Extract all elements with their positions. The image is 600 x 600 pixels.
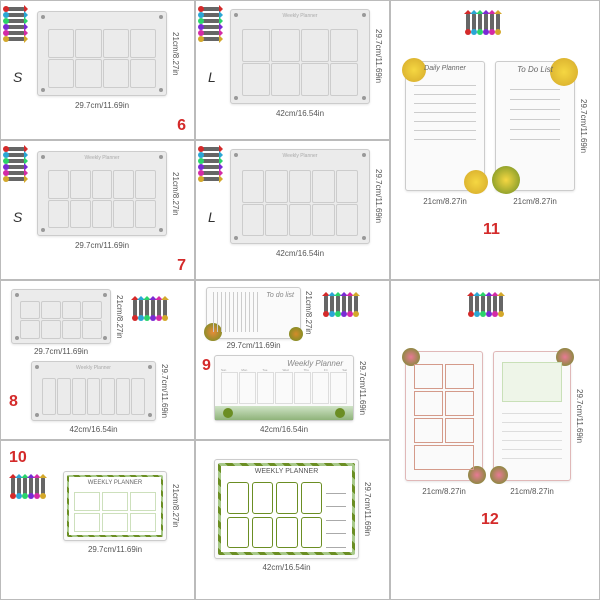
num-8: 8 — [9, 393, 18, 411]
markers-12 — [469, 295, 503, 313]
dim-10l-h: 29.7cm/11.69in — [363, 459, 372, 559]
board-10l: WEEKLY PLANNER — [214, 459, 359, 559]
dim-12-w2: 21cm/8.27in — [493, 487, 571, 496]
num-9: 9 — [202, 357, 211, 375]
board-6l-title: Weekly Planner — [231, 13, 369, 19]
dim-7l-h: 29.7cm/11.69in — [374, 149, 383, 244]
markers-6s — [7, 7, 25, 41]
dim-7s-h: 21cm/8.27in — [171, 151, 180, 236]
dim-11-w2: 21cm/8.27in — [495, 197, 575, 206]
num-11: 11 — [483, 221, 500, 239]
cell-6-s: S 29.7cm/11.69in 21cm/8.27in 6 — [0, 0, 195, 140]
cell-10-l: WEEKLY PLANNER 42cm/16.54in 29.7cm/11.69… — [195, 440, 390, 600]
dim-10l-w: 42cm/16.54in — [214, 563, 359, 572]
board-7s-title: Weekly Planner — [38, 155, 166, 161]
board-9-bot: Weekly Planner SunMonTueWedThuFriSat — [214, 355, 354, 421]
dim-10s-h: 21cm/8.27in — [171, 471, 180, 541]
dim-10s-w: 29.7cm/11.69in — [63, 545, 167, 554]
title-11-left: Daily Planner — [406, 65, 484, 72]
board-12-right — [493, 351, 571, 481]
cell-9: To do list 29.7cm/11.69in 21cm/8.27in We… — [195, 280, 390, 440]
dim-11-w1: 21cm/8.27in — [405, 197, 485, 206]
title-11-right: To Do List — [496, 65, 574, 74]
markers-9 — [324, 295, 358, 313]
dim-8s-w: 29.7cm/11.69in — [11, 347, 111, 356]
dim-6l-h: 29.7cm/11.69in — [374, 9, 383, 104]
dim-9b-w: 42cm/16.54in — [214, 425, 354, 434]
markers-11 — [466, 13, 500, 31]
cell-8: 29.7cm/11.69in 21cm/8.27in Weekly Planne… — [0, 280, 195, 440]
board-12-left — [405, 351, 483, 481]
dim-7s-w: 29.7cm/11.69in — [37, 241, 167, 250]
board-6s — [37, 11, 167, 96]
dim-8l-w: 42cm/16.54in — [31, 425, 156, 434]
title-10s: WEEKLY PLANNER — [64, 480, 166, 486]
board-8l-title: Weekly Planner — [32, 365, 155, 371]
cell-12: 21cm/8.27in 21cm/8.27in 29.7cm/11.69in 1… — [390, 280, 600, 600]
num-10: 10 — [9, 449, 27, 467]
num-12: 12 — [481, 511, 499, 529]
board-7l: Weekly Planner — [230, 149, 370, 244]
board-11-right: To Do List — [495, 61, 575, 191]
board-7s: Weekly Planner — [37, 151, 167, 236]
cell-7-l: Weekly Planner L 42cm/16.54in 29.7cm/11.… — [195, 140, 390, 280]
dim-8l-h: 29.7cm/11.69in — [160, 361, 169, 421]
board-7l-title: Weekly Planner — [231, 153, 369, 159]
dim-6s-w: 29.7cm/11.69in — [37, 101, 167, 110]
board-8l: Weekly Planner — [31, 361, 156, 421]
title-9-bot: Weekly Planner — [287, 359, 343, 368]
dim-12-h: 29.7cm/11.69in — [575, 351, 584, 481]
markers-8 — [133, 299, 167, 317]
dim-8s-h: 21cm/8.27in — [115, 289, 124, 344]
dim-7l-w: 42cm/16.54in — [230, 249, 370, 258]
num-7: 7 — [177, 257, 186, 275]
cell-11: Daily Planner To Do List — [390, 0, 600, 280]
dim-9t-h: 21cm/8.27in — [304, 287, 313, 339]
board-9-top: To do list — [206, 287, 301, 339]
markers-6l — [202, 7, 220, 41]
cell-6-l: Weekly Planner L 42cm/16.54in 29.7cm/11.… — [195, 0, 390, 140]
days-9: SunMonTueWedThuFriSat — [221, 368, 347, 372]
size-l-7: L — [208, 209, 216, 225]
board-10s: WEEKLY PLANNER — [63, 471, 167, 541]
board-6l: Weekly Planner — [230, 9, 370, 104]
markers-7s — [7, 147, 25, 181]
cell-7-s: Weekly Planner S 29.7cm/11.69in 21cm/8.2… — [0, 140, 195, 280]
dim-11-h: 29.7cm/11.69in — [579, 61, 588, 191]
dim-6s-h: 21cm/8.27in — [171, 11, 180, 96]
num-6: 6 — [177, 117, 186, 135]
dim-6l-w: 42cm/16.54in — [230, 109, 370, 118]
board-11-left: Daily Planner — [405, 61, 485, 191]
title-9-top: To do list — [266, 292, 294, 299]
product-grid: S 29.7cm/11.69in 21cm/8.27in 6 Weekly Pl… — [0, 0, 600, 600]
board-8s — [11, 289, 111, 344]
dim-12-w1: 21cm/8.27in — [405, 487, 483, 496]
size-s-7: S — [13, 209, 22, 225]
size-l-6: L — [208, 69, 216, 85]
markers-7l — [202, 147, 220, 181]
dim-9t-w: 29.7cm/11.69in — [206, 341, 301, 350]
dim-9b-h: 29.7cm/11.69in — [358, 355, 367, 421]
title-10l: WEEKLY PLANNER — [215, 468, 358, 475]
cell-10-s: 10 WEEKLY PLANNER 29.7cm/11.69in 21cm/8.… — [0, 440, 195, 600]
markers-10 — [11, 477, 45, 495]
size-s-6: S — [13, 69, 22, 85]
